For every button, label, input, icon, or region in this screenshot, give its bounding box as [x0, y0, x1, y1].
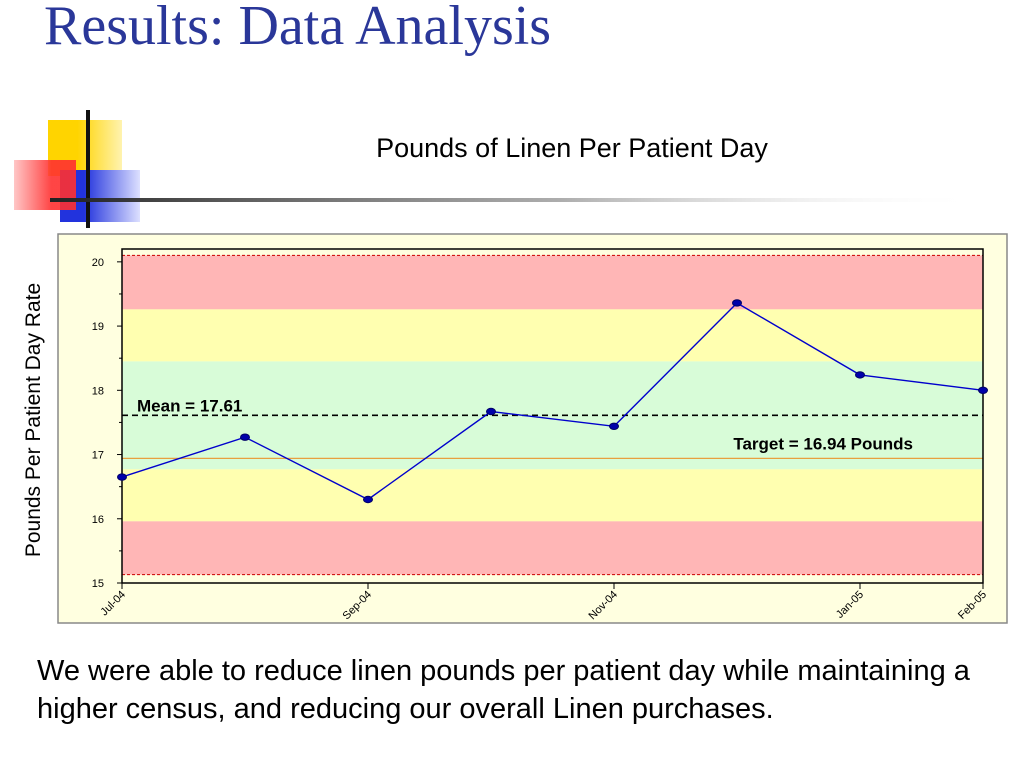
data-point [855, 371, 865, 379]
decorative-logo [14, 110, 980, 228]
y-tick-label: 16 [92, 514, 104, 526]
y-tick-label: 15 [92, 578, 104, 590]
zone-band-yellow [122, 309, 983, 362]
series-line [121, 302, 984, 501]
y-tick-label: 19 [92, 321, 104, 333]
plot-area-border [121, 248, 984, 584]
slide-caption: We were able to reduce linen pounds per … [37, 655, 970, 725]
zone-band-red [122, 255, 983, 310]
mean-label: Mean = 17.61 [137, 396, 242, 415]
zone-band-yellow [122, 469, 983, 522]
data-point [978, 386, 988, 395]
logo-horizontal-rule [50, 198, 980, 202]
y-tick-label: 20 [92, 257, 104, 269]
slide-title: Results: Data Analysis [44, 0, 552, 57]
data-point [117, 473, 127, 481]
chart-title: Pounds of Linen Per Patient Day [376, 133, 768, 163]
data-point [486, 407, 496, 416]
logo-vertical-rule [86, 110, 90, 228]
data-point [732, 299, 742, 307]
data-point [240, 433, 250, 441]
zone-band-red [122, 521, 983, 575]
y-tick-label: 17 [92, 450, 104, 462]
y-tick-label: 18 [92, 385, 104, 397]
data-point [609, 422, 619, 430]
target-label: Target = 16.94 Pounds [733, 434, 913, 453]
data-point [363, 495, 373, 504]
